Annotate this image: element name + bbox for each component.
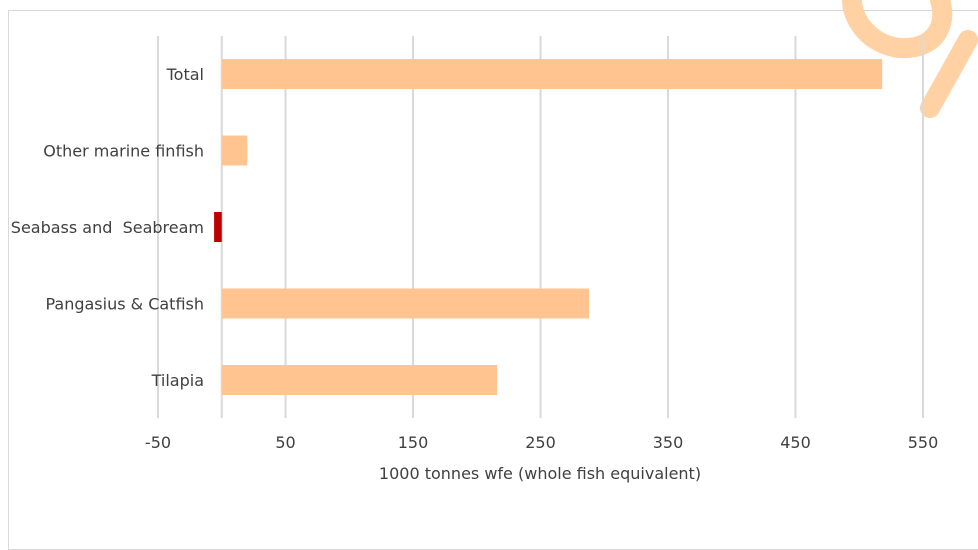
x-tick-label: 550 (908, 433, 939, 452)
category-label: Tilapia (151, 371, 204, 390)
bar (221, 288, 589, 319)
x-tick-label: 350 (653, 433, 684, 452)
x-tick-label: 250 (525, 433, 556, 452)
category-label: Pangasius & Catfish (45, 295, 204, 314)
bars (214, 59, 883, 395)
bar (221, 59, 883, 89)
x-tick-label: 450 (780, 433, 811, 452)
x-tick-labels: -50 50 150 250 350 450 550 (145, 433, 938, 452)
x-tick-label: 150 (398, 433, 429, 452)
x-tick-label: 50 (275, 433, 295, 452)
gridlines (157, 36, 924, 418)
category-label: Other marine finfish (43, 142, 204, 161)
bar (221, 365, 498, 395)
decorative-swoosh-icon (842, 0, 978, 118)
category-labels: Total Other marine finfish Seabass and Sea… (11, 65, 204, 390)
category-label: Seabass and Seabream (11, 218, 204, 237)
bar (214, 212, 222, 242)
bar (221, 135, 248, 166)
x-tick-label: -50 (145, 433, 171, 452)
category-label: Total (166, 65, 204, 84)
bar-chart: Total Other marine finfish Seabass and Sea… (11, 36, 938, 483)
x-axis-title: 1000 tonnes wfe (whole fish equivalent) (379, 464, 701, 483)
